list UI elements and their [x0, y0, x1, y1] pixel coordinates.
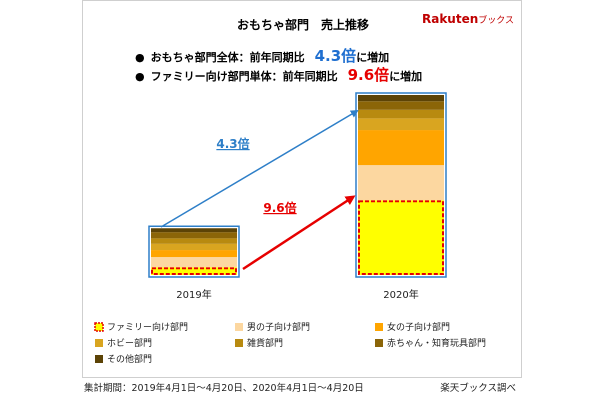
legend-label: 赤ちゃん・知育玩具部門: [387, 337, 486, 349]
bar-segment-1-1: [358, 165, 444, 201]
bar-segment-3-1: [358, 118, 444, 131]
x-tick-label: 2019年: [176, 288, 211, 301]
bars-group: [148, 92, 447, 278]
total-growth-arrow: [160, 109, 359, 228]
chart-title: おもちゃ部門 売上推移: [237, 17, 369, 32]
family-multiplier-label: 9.6倍: [263, 200, 296, 215]
footer-period: 集計期間：2019年4月1日～4月20日、2020年4月1日～4月20日: [84, 383, 364, 394]
legend-label: 男の子向け部門: [247, 321, 310, 333]
bullet-family: ● ファミリー向け部門単体：前年同期比 9.6倍に増加: [135, 66, 422, 84]
bullet-total-value: 4.3倍: [315, 47, 357, 65]
bar-outline-0: [148, 225, 240, 278]
x-axis-labels: 2019年 2020年: [176, 288, 418, 301]
footer-source: 楽天ブックス調べ: [440, 383, 516, 394]
brand-suffix: ブックス: [478, 14, 514, 26]
bullet-total: ● おもちゃ部門全体：前年同期比 4.3倍に増加: [135, 47, 389, 65]
bar-segment-6-1: [358, 95, 444, 102]
footer: 集計期間：2019年4月1日～4月20日、2020年4月1日～4月20日 楽天ブ…: [82, 380, 522, 396]
family-growth-arrow: [242, 195, 356, 271]
bullet-dot: ●: [135, 70, 145, 83]
bar-segment-5-0: [151, 232, 237, 239]
bar-segment-6-0: [151, 228, 237, 233]
sales-chart: おもちゃ部門 売上推移 Rakutenブックス ● おもちゃ部門全体：前年同期比 4…: [94, 12, 514, 365]
bar-segment-2-1: [358, 130, 444, 166]
bar-segment-4-1: [358, 109, 444, 119]
bullet-total-suffix: に増加: [356, 50, 389, 64]
bullet-family-value: 9.6倍: [348, 66, 390, 84]
legend-label: 雑貨部門: [247, 337, 283, 349]
bullet-dot: ●: [135, 51, 145, 64]
legend-swatch: [94, 322, 104, 332]
legend-swatch: [375, 339, 383, 347]
legend-label: ホビー部門: [107, 337, 152, 349]
bar-segment-3-0: [151, 243, 237, 251]
bar-segment-2-0: [151, 250, 237, 258]
bar-outline-1: [355, 92, 447, 278]
bullet-total-label: おもちゃ部門全体：前年同期比: [151, 50, 305, 64]
bar-segment-4-0: [151, 238, 237, 244]
chart-slide: おもちゃ部門 売上推移 Rakutenブックス ● おもちゃ部門全体：前年同期比 4…: [82, 0, 522, 378]
legend-swatch: [375, 323, 383, 331]
total-multiplier-label: 4.3倍: [216, 136, 249, 151]
legend-swatch: [235, 339, 243, 347]
bullet-family-suffix: に増加: [389, 69, 422, 83]
brand-name: Rakuten: [422, 12, 478, 26]
legend-swatch: [95, 355, 103, 363]
brand-logo: Rakutenブックス: [422, 12, 514, 26]
bar-segment-0-1: [358, 200, 444, 275]
legend-label: その他部門: [107, 353, 152, 365]
bar-segment-5-1: [358, 101, 444, 110]
legend-label: ファミリー向け部門: [107, 321, 188, 333]
bar-segment-1-0: [151, 257, 237, 268]
legend-swatch: [95, 339, 103, 347]
family-highlight-1: [358, 200, 444, 275]
bullet-family-label: ファミリー向け部門単体：前年同期比: [151, 69, 338, 83]
legend-swatch: [235, 323, 243, 331]
family-highlight-0: [151, 267, 237, 275]
x-tick-label: 2020年: [383, 288, 418, 301]
legend-label: 女の子向け部門: [387, 321, 450, 333]
bar-segment-0-0: [151, 267, 237, 275]
